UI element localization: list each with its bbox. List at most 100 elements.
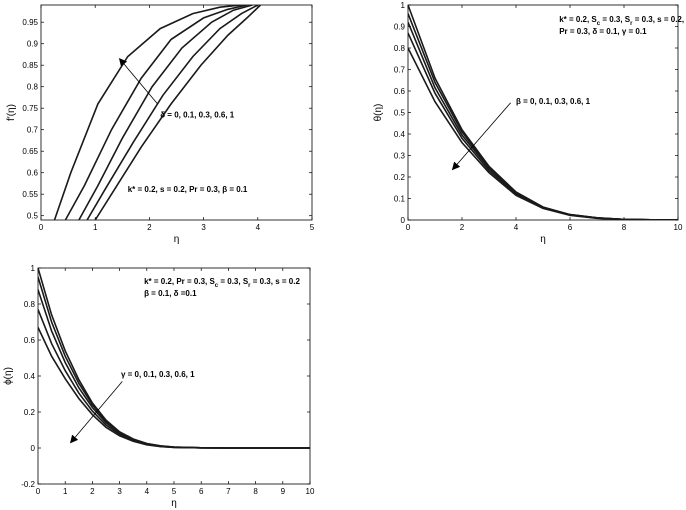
- y-tick-label: 0.3: [394, 152, 406, 161]
- y-tick-label: 0.9: [394, 23, 406, 32]
- y-tick-label: 0.9: [27, 40, 39, 49]
- annotation-text: β = 0.1, δ =0.1: [144, 289, 197, 298]
- y-tick-label: 0.4: [24, 372, 36, 381]
- series-line-5: [408, 47, 678, 220]
- x-tick-label: 0: [36, 487, 41, 496]
- x-tick-label: 0: [406, 223, 411, 232]
- y-tick-label: 0.4: [394, 130, 406, 139]
- y-tick-label: 0.8: [394, 44, 406, 53]
- x-tick-label: 4: [145, 487, 150, 496]
- annotation-text: k* = 0.2, Sc = 0.3, Sr = 0.3, s = 0.2,: [559, 15, 684, 27]
- y-tick-label: 0.5: [394, 109, 406, 118]
- y-tick-label: 0.8: [24, 300, 36, 309]
- x-tick-label: 2: [460, 223, 465, 232]
- chart-fprime: 0 1 2 3 4 5 0.5 0.55 0.6 0.65 0.7 0.75 0.8 0.85 0.9 0.9…: [6, 4, 315, 245]
- y-tick-label: -0.2: [21, 480, 35, 489]
- series-line-3: [38, 289, 310, 449]
- annotation-segment: k* = 0.2, S: [559, 15, 597, 24]
- x-tick-label: 3: [201, 223, 206, 232]
- x-tick-label: 4: [256, 223, 261, 232]
- series-group: [53, 5, 262, 220]
- series-line-2: [38, 276, 310, 449]
- series-line-4: [86, 5, 259, 220]
- annotation-text: k* = 0.2, s = 0.2, Pr = 0.3, β = 0.1: [128, 185, 248, 194]
- y-tick-label: 0.95: [22, 18, 38, 27]
- y-tick-label: 0: [31, 444, 36, 453]
- annotation-subscript: r: [248, 283, 251, 289]
- y-tick-label: 0.6: [24, 336, 36, 345]
- x-tick-label: 5: [310, 223, 315, 232]
- y-tick-label: 0.8: [27, 83, 39, 92]
- y-tick-label: 0: [401, 216, 406, 225]
- series-line-3: [78, 5, 253, 220]
- x-tick-label: 3: [117, 487, 122, 496]
- annotation-text: Pr = 0.3, δ = 0.1, γ = 0.1: [559, 27, 647, 36]
- x-tick-label: 0: [39, 223, 44, 232]
- x-tick-label: 8: [622, 223, 627, 232]
- x-axis-label: η: [171, 498, 177, 509]
- annotation-subscript: c: [597, 21, 601, 27]
- y-tick-label: 0.85: [22, 61, 38, 70]
- annotation-segment: k* = 0.2, Pr = 0.3, S: [144, 277, 215, 286]
- y-tick-label: 1: [401, 1, 406, 10]
- y-tick-label: 0.6: [394, 87, 406, 96]
- plot-frame: [40, 4, 313, 221]
- annotation-subscript: c: [215, 283, 219, 289]
- series-line-4: [408, 32, 678, 220]
- x-tick-label: 4: [514, 223, 519, 232]
- annotation-segment: β = 0.1, δ =0.1: [144, 289, 197, 298]
- x-tick-label: 10: [674, 223, 683, 232]
- y-tick-label: 1: [31, 264, 36, 273]
- x-tick-label: 5: [172, 487, 177, 496]
- x-tick-label: 2: [90, 487, 95, 496]
- y-tick-label: 0.6: [27, 169, 39, 178]
- annotation-segment: = 0.3, S: [218, 277, 249, 286]
- y-tick-label: 0.1: [394, 195, 406, 204]
- annotation-segment: β = 0, 0.1, 0.3, 0.6, 1: [516, 97, 591, 106]
- y-tick-label: 0.55: [22, 190, 38, 199]
- annotation-arrow: [451, 102, 511, 171]
- annotation-segment: Pr = 0.3, δ = 0.1, γ = 0.1: [559, 27, 647, 36]
- series-line-2: [64, 5, 248, 220]
- series-group: [408, 5, 678, 220]
- x-tick-label: 6: [568, 223, 573, 232]
- x-tick-label: 1: [63, 487, 68, 496]
- series-line-1: [53, 5, 242, 220]
- annotation-text: δ = 0, 0.1, 0.3, 0.6, 1: [160, 111, 235, 120]
- x-tick-label: 6: [199, 487, 204, 496]
- x-tick-label: 9: [281, 487, 286, 496]
- annotation-segment: δ = 0, 0.1, 0.3, 0.6, 1: [160, 111, 235, 120]
- annotation-text: β = 0, 0.1, 0.3, 0.6, 1: [516, 97, 591, 106]
- y-axis-label: θ(η): [373, 104, 384, 122]
- annotation-segment: k* = 0.2, s = 0.2, Pr = 0.3, β = 0.1: [128, 185, 248, 194]
- y-tick-label: 0.65: [22, 147, 38, 156]
- series-line-5: [38, 327, 310, 449]
- y-tick-label: 0.5: [27, 212, 39, 221]
- x-axis-label: η: [540, 234, 546, 245]
- y-tick-label: 0.7: [394, 66, 406, 75]
- annotation-segment: = 0.3, s = 0.2,: [633, 15, 685, 24]
- x-tick-label: 2: [147, 223, 152, 232]
- y-axis-label: f′(η): [6, 104, 17, 121]
- y-tick-label: 0.2: [24, 408, 36, 417]
- x-tick-label: 8: [253, 487, 258, 496]
- y-tick-label: 0.2: [394, 173, 406, 182]
- annotation-arrow: [69, 381, 123, 444]
- annotation-subscript: r: [630, 21, 633, 27]
- annotation-arrow: [118, 57, 158, 105]
- x-tick-label: 1: [93, 223, 98, 232]
- y-tick-label: 0.75: [22, 104, 38, 113]
- y-tick-label: 0.7: [27, 126, 39, 135]
- annotation-segment: = 0.3, S: [600, 15, 631, 24]
- x-axis-label: η: [174, 234, 180, 245]
- annotation-segment: = 0.3, s = 0.2: [251, 277, 301, 286]
- x-tick-label: 10: [306, 487, 315, 496]
- annotation-text: γ = 0, 0.1, 0.3, 0.6, 1: [121, 370, 195, 379]
- series-line-5: [94, 5, 262, 220]
- series-group: [38, 268, 310, 449]
- x-tick-label: 7: [226, 487, 231, 496]
- annotation-text: k* = 0.2, Pr = 0.3, Sc = 0.3, Sr = 0.3, …: [144, 277, 300, 289]
- chart-theta: 0 2 4 6 8 10 0 0.1 0.2 0.3 0.4 0.5 0.6 0.7 0.8 0.9 1 η θ(η…: [373, 1, 684, 245]
